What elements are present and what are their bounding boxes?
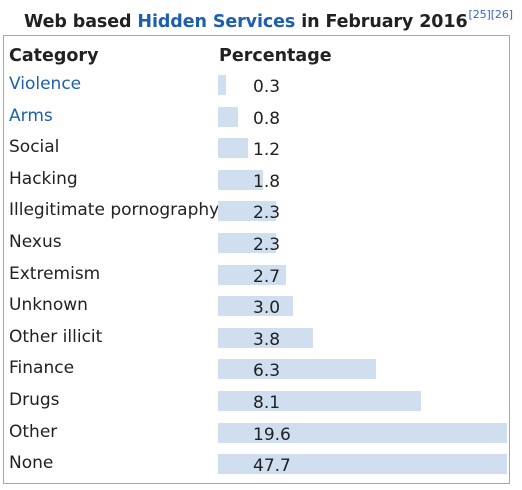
- category-column-header: Category: [9, 46, 99, 66]
- percentage-bar: [218, 75, 226, 95]
- category-label[interactable]: Violence: [9, 74, 82, 94]
- percentage-bar: [218, 106, 238, 127]
- references: [25][26]: [469, 8, 513, 21]
- percentage-value: 1.2: [253, 140, 281, 161]
- caption-suffix: in February 2016: [295, 12, 468, 32]
- category-label: Extremism: [9, 263, 101, 284]
- reference-link-25[interactable]: [25]: [468, 8, 491, 21]
- reference-link-26[interactable]: [26]: [490, 8, 513, 21]
- percentage-value: 8.1: [253, 393, 281, 413]
- category-label: Illegitimate pornography: [9, 200, 220, 221]
- percentage-bar: [218, 327, 313, 348]
- category-label: Social: [9, 137, 60, 158]
- category-label: None: [9, 453, 54, 474]
- percentage-value: 0.3: [253, 77, 281, 97]
- percentage-bar: [218, 454, 507, 475]
- category-label: Hacking: [9, 168, 78, 189]
- percentage-value: 2.3: [253, 235, 281, 255]
- table-caption: Web based Hidden Services in February 20…: [24, 8, 513, 32]
- caption-prefix: Web based: [24, 12, 138, 32]
- category-label: Drugs: [9, 390, 60, 410]
- percentage-value: 3.8: [253, 329, 281, 350]
- category-label: Finance: [9, 358, 75, 379]
- category-label: Unknown: [9, 295, 88, 316]
- percentage-bar: [218, 138, 248, 159]
- percentage-bar: [218, 201, 276, 222]
- category-label: Nexus: [9, 232, 62, 252]
- percentage-value: 47.7: [253, 456, 291, 477]
- percentage-bar: [218, 422, 507, 443]
- percentage-bar: [218, 264, 286, 285]
- percentage-bar: [218, 391, 421, 411]
- percentage-value: 3.0: [253, 298, 281, 319]
- percentage-column-header: Percentage: [219, 46, 332, 66]
- percentage-bar: [218, 359, 376, 380]
- percentage-value: 1.8: [253, 171, 281, 192]
- percentage-value: 6.3: [253, 361, 281, 382]
- category-label: Other illicit: [9, 326, 103, 347]
- percentage-value: 2.3: [253, 203, 281, 224]
- percentage-value: 2.7: [253, 266, 281, 287]
- hidden-services-link[interactable]: Hidden Services: [137, 12, 296, 32]
- percentage-bar: [218, 169, 263, 190]
- data-table: Category Percentage Violence 0.3 Arms 0.8 So…: [3, 35, 510, 484]
- category-label[interactable]: Arms: [9, 105, 53, 126]
- category-label: Other: [9, 421, 58, 442]
- percentage-value: 19.6: [253, 424, 291, 445]
- percentage-bar: [218, 233, 276, 253]
- percentage-bar: [218, 296, 293, 317]
- percentage-value: 0.8: [253, 108, 281, 129]
